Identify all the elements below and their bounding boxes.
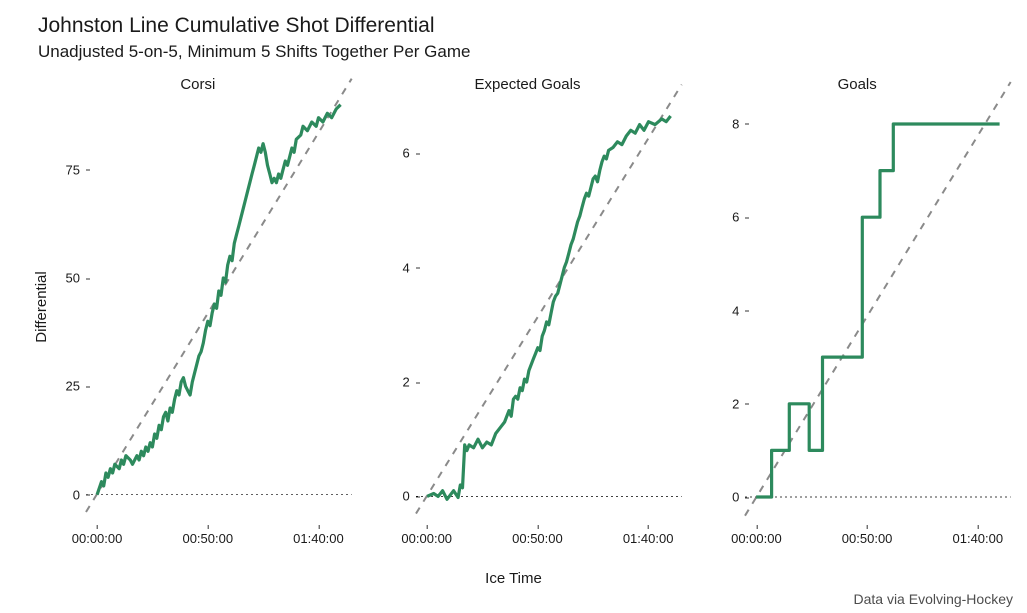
- plot-wrap: 0 25 50 75 00:00:00 00:50:00 01:40:00: [40, 96, 356, 549]
- chart-subtitle: Unadjusted 5-on-5, Minimum 5 Shifts Toge…: [38, 42, 470, 62]
- panel: Corsi 0 25 50 75 00:00:00 00:50:00 01:40:00: [40, 74, 356, 549]
- y-ticks: 0 25 50 75: [40, 96, 86, 525]
- y-tick: 50: [40, 271, 86, 286]
- x-ticks: 00:00:0000:50:0001:40:00: [416, 525, 682, 549]
- plot-svg: [416, 96, 682, 525]
- chart-title: Johnston Line Cumulative Shot Differenti…: [38, 14, 435, 38]
- y-ticks: 0 2 4 6 8: [699, 96, 745, 525]
- plot-area: [86, 96, 352, 525]
- x-tick: 01:40:00: [952, 531, 1003, 546]
- panel-title: Goals: [699, 74, 1015, 96]
- figure-root: Johnston Line Cumulative Shot Differenti…: [0, 0, 1027, 613]
- panel: Expected Goals 0 2 4 6 00:00:00 00:50:00 01:40:…: [370, 74, 686, 549]
- y-tick: 75: [40, 162, 86, 177]
- panel: Goals 0 2 4 6 8 00:00:00 00:50:00 01:40:00: [699, 74, 1015, 549]
- y-tick: 4: [370, 260, 416, 275]
- caption: Data via Evolving-Hockey: [853, 591, 1013, 607]
- y-tick: 6: [699, 210, 745, 225]
- x-tick: 00:00:00: [72, 531, 123, 546]
- plot-wrap: 0 2 4 6 00:00:00 00:50:00 01:40:00: [370, 96, 686, 549]
- panels-container: Corsi025507500:00:0000:50:0001:40:00Expe…: [40, 74, 1015, 549]
- y-tick: 4: [699, 303, 745, 318]
- y-ticks: 0 2 4 6: [370, 96, 416, 525]
- x-tick: 00:50:00: [842, 531, 893, 546]
- data-line: [756, 124, 1000, 497]
- y-tick: 25: [40, 379, 86, 394]
- x-tick: 01:40:00: [623, 531, 674, 546]
- plot-area: [416, 96, 682, 525]
- x-tick: 00:00:00: [401, 531, 452, 546]
- y-tick: 0: [40, 487, 86, 502]
- plot-area: [745, 96, 1011, 525]
- data-line: [427, 116, 670, 499]
- y-tick: 0: [370, 489, 416, 504]
- x-tick: 01:40:00: [293, 531, 344, 546]
- y-tick: 8: [699, 116, 745, 131]
- y-tick: 2: [370, 375, 416, 390]
- x-tick: 00:50:00: [512, 531, 563, 546]
- panel-title: Corsi: [40, 74, 356, 96]
- y-tick: 2: [699, 396, 745, 411]
- x-ticks: 00:00:0000:50:0001:40:00: [745, 525, 1011, 549]
- trend-line: [416, 85, 682, 514]
- x-ticks: 00:00:0000:50:0001:40:00: [86, 525, 352, 549]
- panel-title: Expected Goals: [370, 74, 686, 96]
- plot-svg: [745, 96, 1011, 525]
- y-tick: 0: [699, 490, 745, 505]
- x-tick: 00:50:00: [182, 531, 233, 546]
- plot-wrap: 0 2 4 6 8 00:00:00 00:50:00 01:40:00: [699, 96, 1015, 549]
- x-tick: 00:00:00: [731, 531, 782, 546]
- x-axis-label: Ice Time: [0, 570, 1027, 587]
- y-tick: 6: [370, 146, 416, 161]
- plot-svg: [86, 96, 352, 525]
